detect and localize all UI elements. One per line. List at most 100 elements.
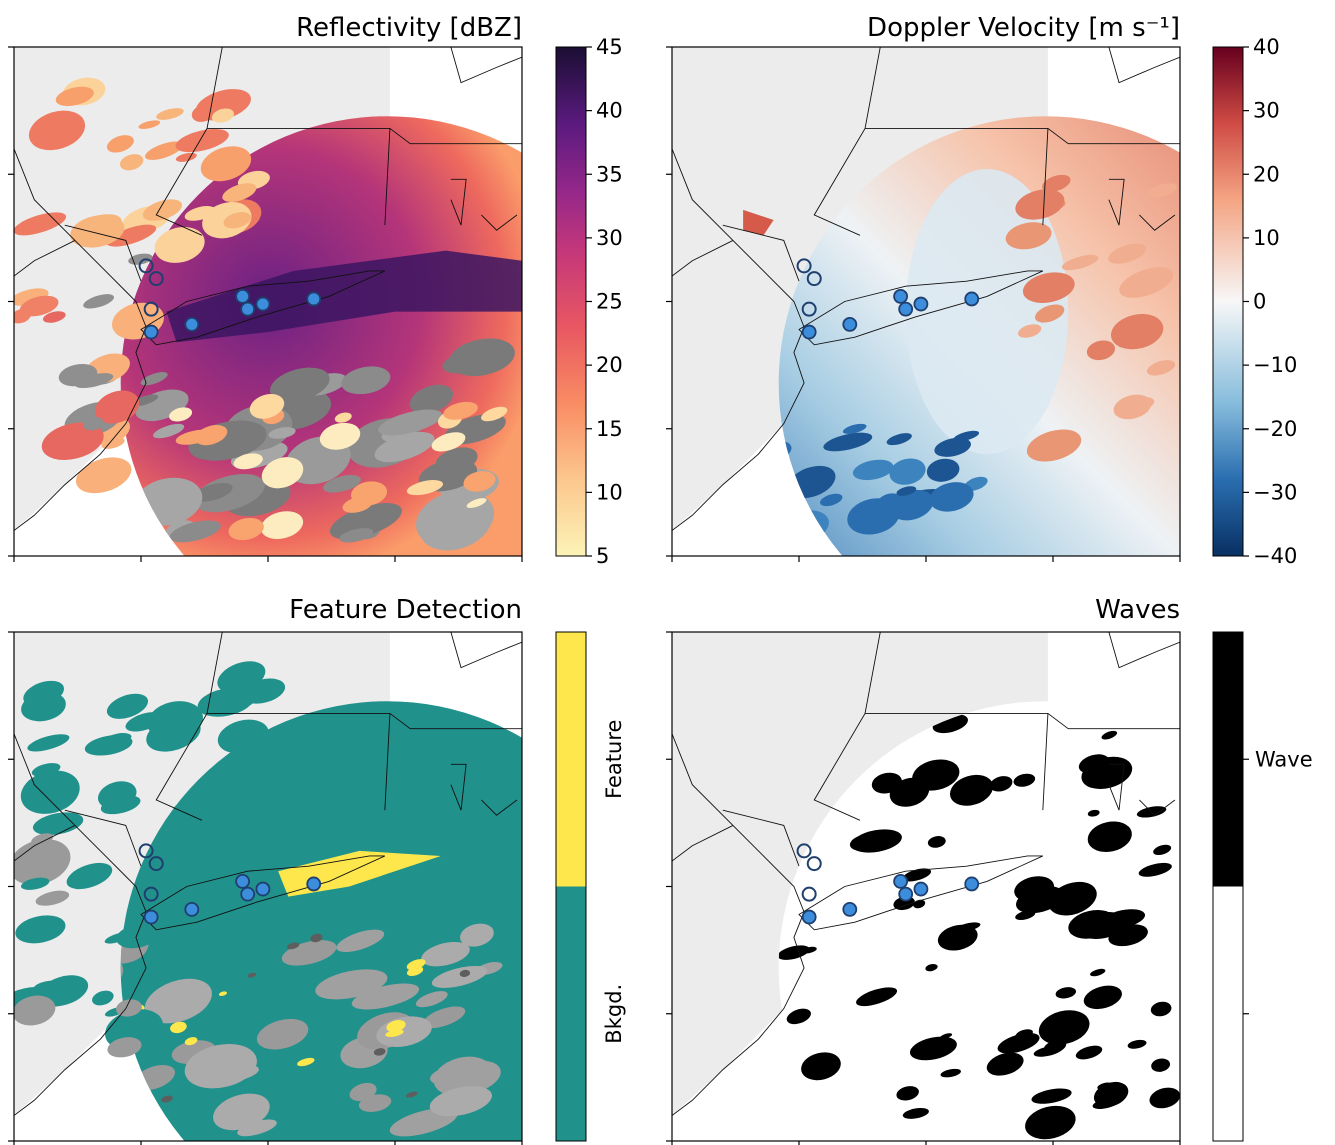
colorbar-tick-label: 10 <box>1253 226 1280 250</box>
outer-feature <box>32 812 84 836</box>
outer-feature <box>187 815 208 831</box>
wave-cell <box>1038 1010 1090 1045</box>
state-border <box>14 825 76 862</box>
outer-echo <box>106 224 157 247</box>
outer-echo <box>154 226 205 263</box>
state-border <box>813 632 881 821</box>
gray-echo <box>268 427 296 439</box>
gray-echo <box>140 372 168 386</box>
station-marker-filled <box>184 902 200 917</box>
station-marker-open <box>148 271 164 287</box>
overlay-layer <box>14 47 522 531</box>
weak-echo <box>169 407 193 422</box>
station-marker-filled <box>893 874 908 889</box>
strong-outbound <box>1026 429 1082 462</box>
strong-outbound <box>1022 272 1075 304</box>
strong-inbound <box>929 482 974 512</box>
weak-echo <box>406 480 444 496</box>
state-border <box>865 127 1180 145</box>
state-border <box>672 240 734 277</box>
state-border <box>865 712 1180 730</box>
wave-cell <box>1055 987 1077 999</box>
feature-cell <box>297 1057 315 1067</box>
colorbar-tick-label: 35 <box>596 162 623 186</box>
wave-cell <box>1087 821 1132 852</box>
wave-cell <box>1015 1029 1033 1040</box>
wave-cell <box>1048 881 1097 916</box>
state-border <box>155 47 223 236</box>
outer-feature <box>27 734 70 752</box>
outer-feature <box>106 693 149 719</box>
colorbar-tick-label: 0 <box>1253 290 1266 314</box>
state-border <box>64 224 142 282</box>
edge-cell <box>247 972 257 978</box>
no-echo-region <box>184 1043 257 1089</box>
wave-cell <box>1081 756 1133 790</box>
outer-feature <box>14 995 56 1026</box>
colorbar-tick-label: 20 <box>596 353 623 377</box>
wave-cell <box>1013 773 1036 787</box>
doppler-velocity-panel <box>666 46 1181 562</box>
outer-echo <box>83 294 115 309</box>
reflectivity-colorbar <box>555 46 587 557</box>
wave-cell <box>1090 968 1106 977</box>
outer-feature <box>201 799 224 814</box>
strong-inbound <box>926 458 960 482</box>
wave-cell <box>1087 809 1100 817</box>
no-echo-region <box>431 965 488 988</box>
category-label: Wave <box>1255 747 1313 771</box>
wave-cell <box>1127 1039 1147 1049</box>
strong-outbound <box>1034 304 1065 323</box>
wave-cell <box>778 945 810 960</box>
map-layer <box>672 47 1180 556</box>
weak-echo <box>463 471 496 492</box>
station-marker-open <box>148 856 164 872</box>
station-marker-filled <box>913 296 929 312</box>
strong-inbound <box>934 437 971 457</box>
strong-inbound <box>823 432 873 452</box>
weak-echo <box>481 406 508 422</box>
colorbar-tick-label: 5 <box>596 544 609 568</box>
category-swatch <box>1213 886 1243 1141</box>
feature-detection-panel <box>8 631 523 1145</box>
edge-cell <box>286 942 300 950</box>
outer-feature <box>31 833 54 846</box>
station-marker-open <box>138 258 154 274</box>
state-border <box>1108 632 1180 669</box>
strong-inbound <box>852 459 894 481</box>
state-border <box>481 799 518 816</box>
wave-cell <box>1101 730 1118 740</box>
wave-cell <box>871 772 902 794</box>
colorbar-tick-label: −20 <box>1253 417 1297 441</box>
outer-feature <box>105 733 132 745</box>
state-border <box>450 178 467 226</box>
state-border <box>813 47 881 236</box>
outer-echo <box>42 311 66 323</box>
long-island-outline <box>140 270 386 346</box>
no-echo-region <box>351 983 420 1010</box>
state-border <box>155 632 223 821</box>
wave-cell <box>1043 1039 1067 1054</box>
outer-feature <box>31 763 61 777</box>
reflectivity-panel <box>8 46 523 562</box>
outer-echo <box>200 146 252 182</box>
feature-colorbar <box>555 631 587 1142</box>
category-label: Feature <box>602 720 626 799</box>
outer-feature <box>35 890 70 906</box>
strong-outbound <box>1146 360 1176 376</box>
state-border <box>64 809 142 867</box>
outer-echo <box>211 108 234 123</box>
no-echo-region <box>422 1006 466 1029</box>
weak-echo <box>228 518 264 541</box>
state-border <box>1108 763 1125 811</box>
station-marker-filled <box>842 317 858 332</box>
station-marker-open <box>806 856 822 872</box>
wave-cell <box>957 922 981 932</box>
state-border <box>1108 47 1180 84</box>
wave-cell <box>949 774 994 806</box>
outer-echo <box>106 135 134 153</box>
gray-echo <box>329 502 402 540</box>
no-echo-region <box>256 1018 309 1050</box>
gray-echo <box>193 482 233 502</box>
